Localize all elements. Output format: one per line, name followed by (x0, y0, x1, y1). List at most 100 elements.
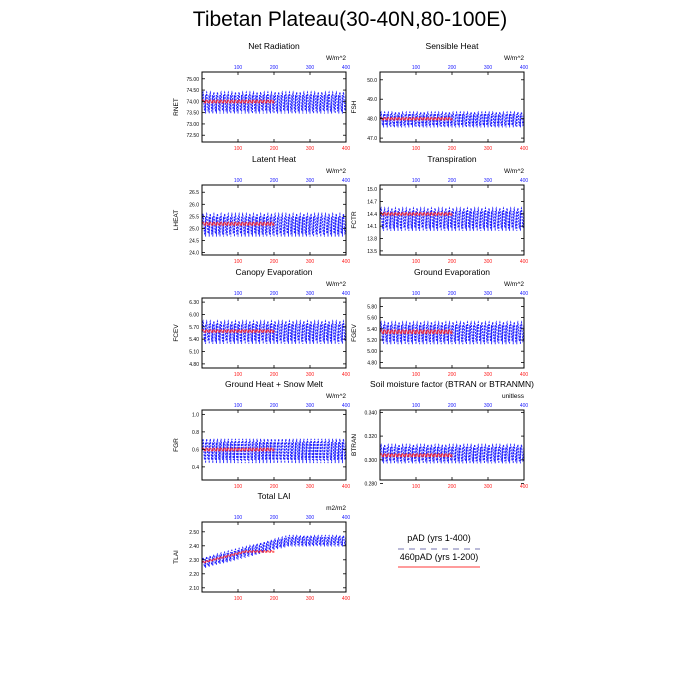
x-tick-label: 300 (306, 484, 315, 490)
top-x-tick-label: 200 (270, 65, 279, 71)
y-tick-label: 5.00 (367, 349, 377, 355)
chart-panel-6: Ground Evaporation W/m^2 FGEV 4.80 5.00 5.20 5… (351, 267, 528, 378)
x-tick-label: 100 (234, 146, 243, 152)
series-group (380, 320, 524, 345)
series-line-460pAD (202, 550, 275, 564)
top-x-tick-label: 200 (448, 178, 457, 184)
x-tick-label: 100 (234, 596, 243, 602)
top-x-tick-label: 400 (520, 178, 529, 184)
plot-frame (379, 71, 525, 143)
x-tick-label: 300 (306, 259, 315, 265)
y-axis-label: FGEV (351, 323, 358, 341)
units-label: W/m^2 (326, 55, 346, 62)
y-tick-label: 2.50 (189, 530, 199, 536)
units-label: W/m^2 (504, 281, 524, 288)
top-x-tick-label: 100 (234, 515, 243, 521)
y-tick-label: 1.0 (192, 412, 199, 418)
units-label: unitless (502, 393, 525, 400)
top-x-tick-label: 100 (412, 65, 421, 71)
y-tick-label: 72.50 (186, 133, 199, 139)
x-tick-label: 200 (270, 372, 279, 378)
y-axis-label: FCTR (351, 211, 358, 229)
top-x-tick-label: 200 (448, 403, 457, 409)
y-tick-label: 0.4 (192, 465, 199, 471)
x-tick-label: 200 (270, 259, 279, 265)
y-tick-label: 5.40 (189, 337, 199, 343)
chart-panel-1: Net Radiation W/m^2 RNET 72.50 73.00 73.50 74.… (173, 41, 350, 152)
top-x-tick-label: 200 (448, 291, 457, 297)
top-x-tick-label: 100 (234, 178, 243, 184)
top-x-tick-label: 300 (484, 178, 493, 184)
top-x-tick-label: 300 (484, 291, 493, 297)
y-tick-label: 6.00 (189, 312, 199, 318)
y-tick-label: 13.5 (367, 249, 377, 255)
y-tick-label: 14.7 (367, 199, 377, 205)
series-group (202, 211, 346, 237)
y-tick-label: 75.00 (186, 77, 199, 83)
y-tick-label: 4.80 (367, 360, 377, 366)
series-group (202, 319, 346, 344)
top-x-tick-label: 100 (412, 178, 421, 184)
top-x-tick-label: 200 (270, 515, 279, 521)
y-axis-label: FSH (351, 100, 358, 113)
top-x-tick-label: 400 (342, 515, 351, 521)
chart-title: Transpiration (427, 154, 477, 164)
top-x-tick-label: 400 (520, 403, 529, 409)
series-group (202, 534, 346, 568)
top-x-tick-label: 200 (448, 65, 457, 71)
chart-panel-9: Total LAI m2/m2 TLAI 2.10 2.20 2.30 2.40 2.50 10… (173, 491, 350, 602)
x-tick-label: 300 (306, 372, 315, 378)
top-x-tick-label: 400 (342, 65, 351, 71)
chart-panel-5: Canopy Evaporation W/m^2 FCEV 4.80 5.10 5.40 5… (173, 267, 350, 378)
x-tick-label: 100 (412, 259, 421, 265)
y-tick-label: 2.10 (189, 586, 199, 592)
x-tick-label: 400 (520, 484, 529, 490)
y-tick-label: 49.0 (367, 97, 377, 103)
y-tick-label: 74.00 (186, 99, 199, 105)
y-tick-label: 0.340 (364, 410, 377, 416)
figure-title: Tibetan Plateau(30-40N,80-100E) (192, 8, 508, 31)
x-tick-label: 200 (448, 146, 457, 152)
top-x-tick-label: 200 (270, 178, 279, 184)
units-label: W/m^2 (326, 281, 346, 288)
y-tick-label: 25.0 (189, 226, 199, 232)
series-line-pAD (202, 90, 346, 114)
x-tick-label: 300 (484, 259, 493, 265)
y-tick-label: 14.4 (367, 212, 377, 218)
x-tick-label: 100 (412, 372, 421, 378)
top-x-tick-label: 400 (520, 291, 529, 297)
series-line-460pAD (380, 211, 453, 216)
y-tick-label: 74.50 (186, 88, 199, 94)
series-line-pAD (202, 534, 346, 568)
series-line-pAD (380, 206, 524, 231)
y-tick-label: 5.20 (367, 338, 377, 344)
chart-title: Latent Heat (252, 154, 297, 164)
x-tick-label: 400 (520, 372, 529, 378)
y-axis-label: FGR (173, 438, 180, 452)
y-tick-label: 0.280 (364, 482, 377, 488)
x-tick-label: 400 (342, 259, 351, 265)
chart-title: Ground Evaporation (414, 267, 490, 277)
top-x-tick-label: 400 (342, 178, 351, 184)
x-tick-label: 100 (412, 484, 421, 490)
y-tick-label: 24.0 (189, 251, 199, 257)
series-line-pAD (202, 319, 346, 344)
x-tick-label: 400 (342, 596, 351, 602)
x-tick-label: 200 (270, 146, 279, 152)
legend: pAD (yrs 1-400) 460pAD (yrs 1-200) (398, 533, 480, 568)
chart-title: Canopy Evaporation (235, 267, 312, 277)
y-tick-label: 0.8 (192, 430, 199, 436)
series-line-460pAD (380, 452, 453, 458)
series-group (380, 443, 524, 464)
chart-title: Ground Heat + Snow Melt (225, 379, 324, 389)
series-line-pAD (380, 320, 524, 345)
top-x-tick-label: 100 (234, 291, 243, 297)
top-x-tick-label: 300 (306, 403, 315, 409)
top-x-tick-label: 100 (234, 65, 243, 71)
x-tick-label: 200 (270, 596, 279, 602)
y-tick-label: 13.8 (367, 237, 377, 243)
series-line-460pAD (202, 99, 275, 104)
series-line-460pAD (380, 329, 453, 335)
top-x-tick-label: 400 (520, 65, 529, 71)
y-axis-label: FCEV (173, 324, 180, 342)
